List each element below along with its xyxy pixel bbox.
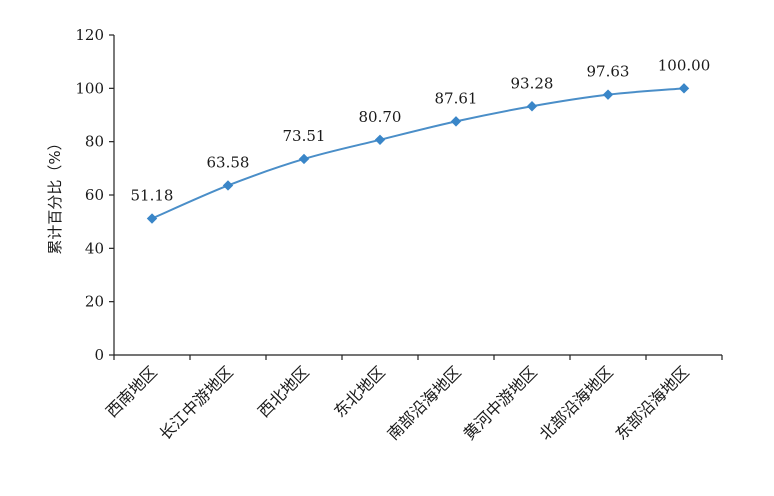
data-point-marker xyxy=(222,180,234,191)
data-point-marker xyxy=(146,213,158,224)
data-point-marker xyxy=(526,101,538,112)
y-axis: 0 20 40 60 80 100 120 xyxy=(75,26,115,364)
y-tick-label: 0 xyxy=(94,346,104,364)
data-point-marker xyxy=(450,116,462,127)
x-category-label: 黄河中游地区 xyxy=(460,362,541,443)
data-value-label: 73.51 xyxy=(283,127,326,145)
y-tick-label: 20 xyxy=(85,293,104,311)
series-cumulative-percentage xyxy=(146,83,690,224)
data-value-label: 51.18 xyxy=(131,187,174,205)
data-point-marker xyxy=(678,83,690,94)
x-category-label: 南部沿海地区 xyxy=(384,362,465,443)
y-tick-label: 100 xyxy=(75,79,104,97)
y-tick-label: 40 xyxy=(85,239,104,257)
data-labels: 51.18 63.58 73.51 80.70 87.61 93.28 97.63 100.0… xyxy=(131,56,711,204)
y-tick-label: 80 xyxy=(85,133,104,151)
x-category-label: 西南地区 xyxy=(102,362,161,421)
x-category-label: 东北地区 xyxy=(330,362,389,421)
data-point-marker xyxy=(602,89,614,100)
data-point-marker xyxy=(298,153,310,165)
x-category-label: 长江中游地区 xyxy=(156,362,237,443)
data-value-label: 97.63 xyxy=(587,63,630,81)
data-point-marker xyxy=(374,134,386,146)
x-category-label: 东部沿海地区 xyxy=(612,362,693,443)
data-value-label: 87.61 xyxy=(435,89,478,107)
data-value-label: 63.58 xyxy=(207,153,250,171)
data-value-label: 100.00 xyxy=(658,56,711,74)
data-value-label: 93.28 xyxy=(511,74,554,92)
x-category-label: 西北地区 xyxy=(254,362,313,421)
data-value-label: 80.70 xyxy=(359,108,402,126)
y-tick-label: 120 xyxy=(75,26,104,44)
x-category-label: 北部沿海地区 xyxy=(536,362,617,443)
y-axis-title: 累计百分比（%） xyxy=(46,135,64,254)
y-tick-label: 60 xyxy=(85,186,104,204)
